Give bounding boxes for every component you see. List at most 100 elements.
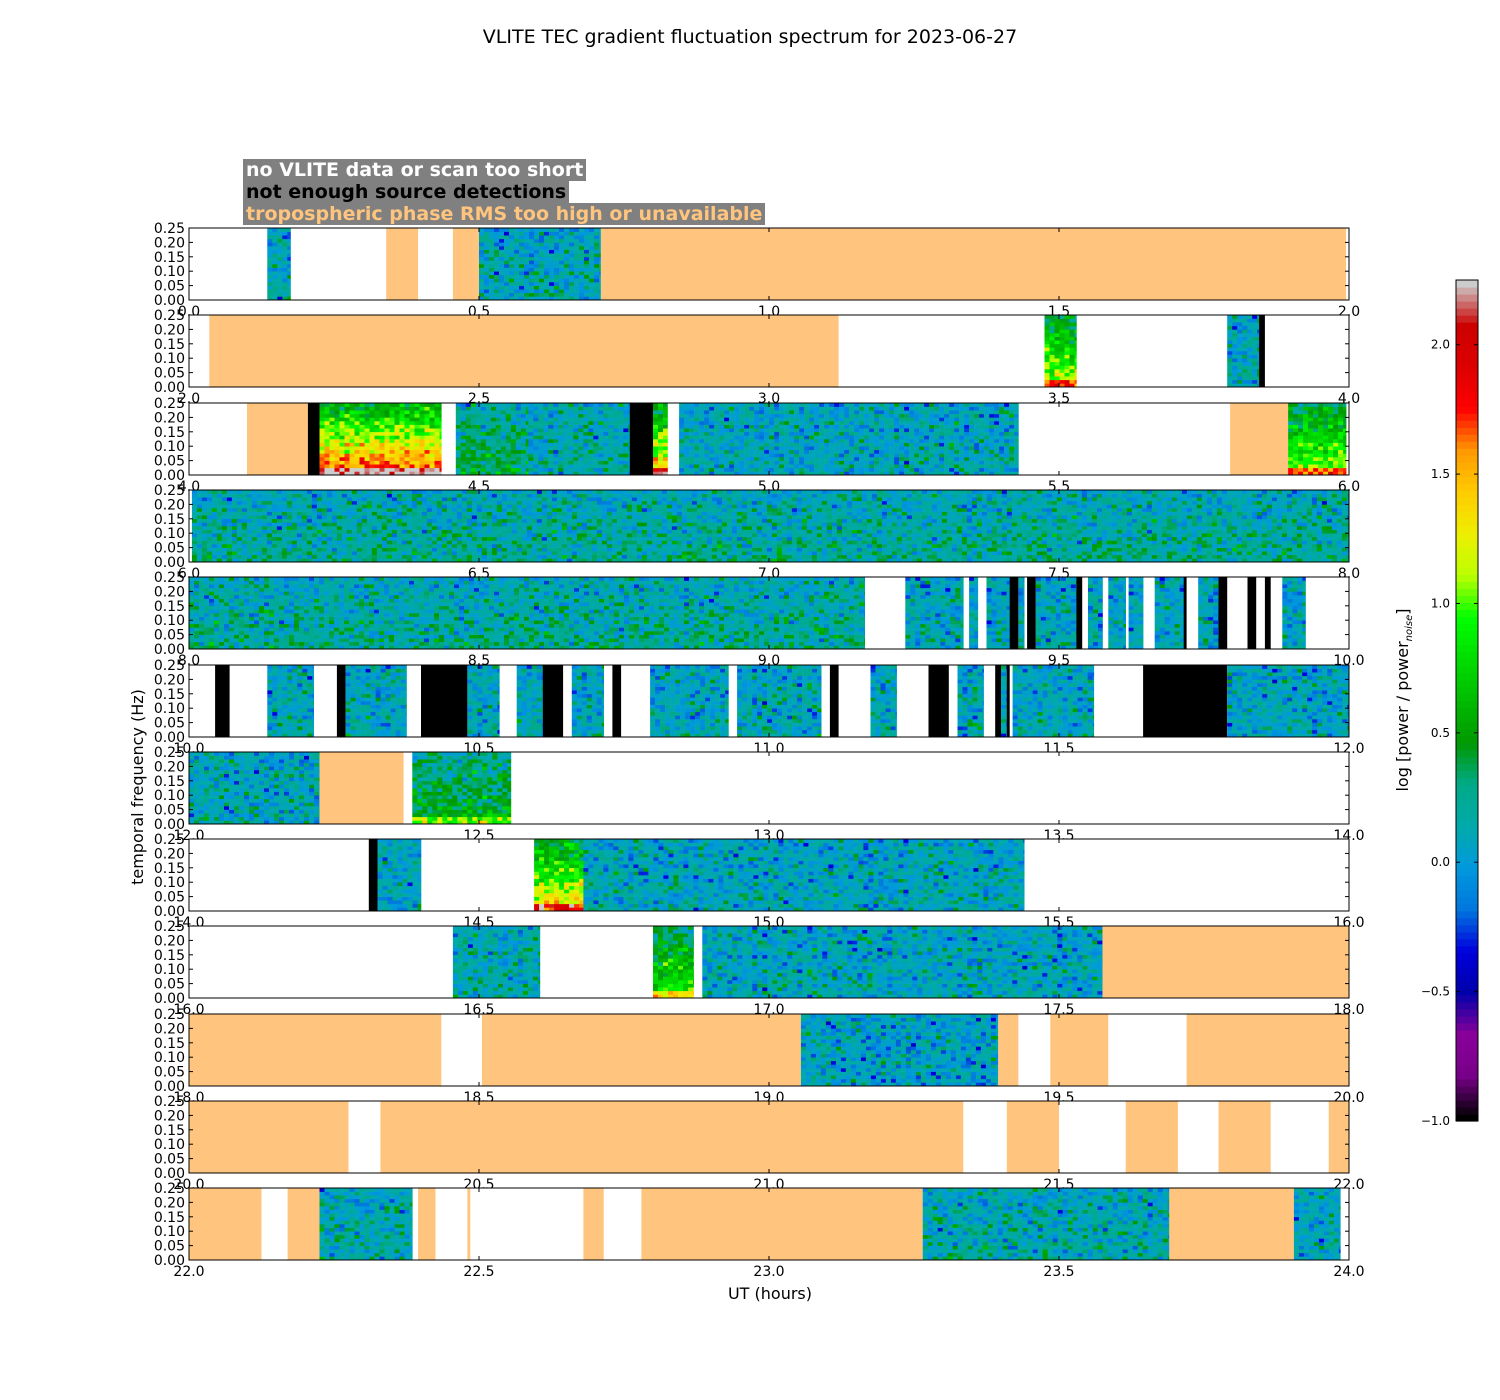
spectrum-cell <box>319 449 325 454</box>
spectrum-cell <box>1014 424 1019 429</box>
spectrum-cell <box>361 500 368 505</box>
spectrum-cell <box>594 274 600 279</box>
spectrum-cell <box>989 435 995 440</box>
spectrum-cell <box>784 406 790 411</box>
spectrum-cell <box>364 439 370 443</box>
spectrum-cell <box>603 428 609 433</box>
spectrum-cell <box>282 260 288 265</box>
spectrum-cell <box>339 413 345 418</box>
spectrum-cell <box>1232 365 1238 370</box>
spectrum-cell <box>441 497 448 502</box>
spectrum-cell <box>341 493 348 498</box>
spectrum-cell <box>999 471 1005 476</box>
spectrum-cell <box>1009 467 1015 472</box>
spectrum-cell <box>324 424 330 429</box>
spectrum-cell <box>548 413 554 418</box>
spectrum-cell <box>399 410 405 415</box>
spectrum-cell <box>1338 439 1344 443</box>
spectrum-cell <box>658 453 664 458</box>
spectrum-cell <box>774 460 780 465</box>
spectrum-cell <box>329 453 335 458</box>
spectrum-cell <box>1232 383 1238 388</box>
spectrum-cell <box>539 267 545 272</box>
spectrum-cell <box>267 264 273 268</box>
spectrum-cell <box>321 551 328 556</box>
spectrum-cell <box>613 446 619 451</box>
spectrum-cell <box>714 471 720 476</box>
spectrum-cell <box>216 490 223 494</box>
spectrum-cell <box>749 457 755 461</box>
spectrum-cell <box>331 504 338 509</box>
spectrum-cell <box>1049 379 1055 384</box>
spectrum-cell <box>331 500 338 505</box>
spectrum-cell <box>277 296 283 301</box>
spectrum-cell <box>441 536 448 541</box>
spectrum-cell <box>593 460 599 465</box>
spectrum-cell <box>1014 435 1019 440</box>
spectrum-cell <box>1054 376 1060 381</box>
spectrum-cell <box>583 413 589 418</box>
spectrum-cell <box>1247 383 1253 388</box>
spectrum-cell <box>374 471 380 476</box>
spectrum-cell <box>271 515 278 520</box>
spectrum-cell <box>618 464 624 469</box>
spectrum-cell <box>538 406 544 411</box>
spectrum-cell <box>306 515 313 520</box>
spectrum-cell <box>949 453 955 458</box>
spectrum-cell <box>779 406 785 411</box>
spectrum-cell <box>341 508 348 512</box>
spectrum-cell <box>658 413 664 418</box>
spectrum-cell <box>389 431 395 436</box>
spectrum-cell <box>914 449 920 454</box>
spectrum-cell <box>479 228 485 232</box>
spectrum-cell <box>329 431 335 436</box>
spectrum-cell <box>679 464 685 469</box>
spectrum-cell <box>539 256 545 261</box>
spectrum-cell <box>899 464 905 469</box>
spectrum-cell <box>346 526 353 530</box>
spectrum-cell <box>894 413 900 418</box>
spectrum-cell <box>964 464 970 469</box>
spectrum-cell <box>924 449 930 454</box>
spectrum-cell <box>984 467 990 472</box>
spectrum-cell <box>894 406 900 411</box>
spectrum-cell <box>1004 464 1010 469</box>
spectrum-cell <box>446 551 453 556</box>
spectrum-cell <box>495 467 502 472</box>
spectrum-cell <box>246 500 253 505</box>
spectrum-cell <box>331 551 338 556</box>
spectrum-cell <box>446 554 453 559</box>
spectrum-cell <box>573 439 579 443</box>
spectrum-cell <box>874 410 880 415</box>
spectrum-cell <box>1288 446 1294 451</box>
spectrum-cell <box>894 471 900 476</box>
spectrum-cell <box>281 522 288 527</box>
spectrum-cell <box>1054 325 1060 330</box>
spectrum-cell <box>579 260 585 265</box>
spectrum-cell <box>739 464 745 469</box>
spectrum-cell <box>379 453 385 458</box>
spectrum-cell <box>349 439 355 443</box>
spectrum-cell <box>1074 315 1077 319</box>
spectrum-cell <box>306 540 313 545</box>
spectrum-cell <box>974 410 980 415</box>
spectrum-cell <box>628 403 631 407</box>
spectrum-cell <box>426 508 433 512</box>
spectrum-cell <box>558 446 564 451</box>
spectrum-cell <box>974 428 980 433</box>
spectrum-cell <box>1323 413 1329 418</box>
spectrum-cell <box>548 424 554 429</box>
spectrum-cell <box>1298 424 1304 429</box>
spectrum-cell <box>854 464 860 469</box>
spectrum-cell <box>281 533 288 538</box>
spectrum-cell <box>799 467 805 472</box>
spectrum-cell <box>1323 410 1329 415</box>
spectrum-cell <box>859 446 865 451</box>
spectrum-cell <box>326 522 333 527</box>
spectrum-cell <box>774 471 780 476</box>
spectrum-cell <box>534 260 540 265</box>
spectrum-cell <box>520 460 527 465</box>
spectrum-cell <box>704 460 710 465</box>
spectrum-cell <box>374 446 380 451</box>
spectrum-cell <box>434 453 440 458</box>
